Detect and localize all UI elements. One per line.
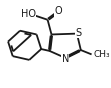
Text: S: S	[75, 28, 81, 38]
Text: N: N	[61, 54, 69, 64]
Text: O: O	[55, 6, 62, 16]
Text: CH₃: CH₃	[93, 50, 110, 59]
Text: HO: HO	[21, 9, 36, 19]
